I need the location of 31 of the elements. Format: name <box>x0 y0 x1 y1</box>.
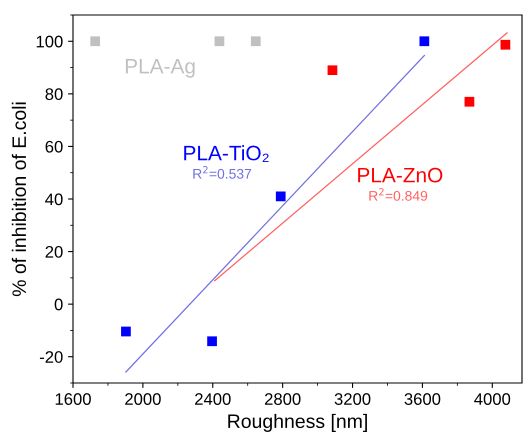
y-tick-label: 80 <box>45 88 63 100</box>
point <box>500 40 510 50</box>
text: PLA-ZnO <box>358 168 442 183</box>
y-tick-label: 20 <box>46 246 63 258</box>
y-axis-title: % of inhibition of E.coli <box>12 102 26 296</box>
point <box>328 65 338 76</box>
x-tick-label: 2400 <box>195 393 231 405</box>
y-tick-label: -20 <box>40 351 63 363</box>
y-tick-label: 60 <box>46 140 63 153</box>
point <box>90 36 100 46</box>
x-tick-label: 2800 <box>264 393 301 405</box>
series-label: PLA-TiO₂ <box>184 145 269 162</box>
x-tick-label: 3200 <box>334 393 370 405</box>
point <box>419 36 430 46</box>
point <box>121 326 131 336</box>
y-tick-label: 40 <box>45 193 63 206</box>
x-tick-label: 1600 <box>56 393 91 405</box>
point <box>207 336 217 346</box>
x-tick-label: 2000 <box>125 393 161 405</box>
y-tick-label: 100 <box>36 36 63 48</box>
point <box>214 36 224 46</box>
point <box>250 36 261 46</box>
point <box>276 192 286 202</box>
text: R$^{2}$=0.849 <box>369 188 428 201</box>
x-tick-label: 3600 <box>404 393 440 405</box>
series-label: PLA-Ag <box>126 59 195 78</box>
text: R$^{2}$=0.537 <box>193 166 252 179</box>
point <box>464 96 474 107</box>
x-axis-title: Roughness [nm] <box>228 414 367 432</box>
y-tick-label: 0 <box>54 298 63 310</box>
x-tick-label: 4000 <box>474 393 510 405</box>
